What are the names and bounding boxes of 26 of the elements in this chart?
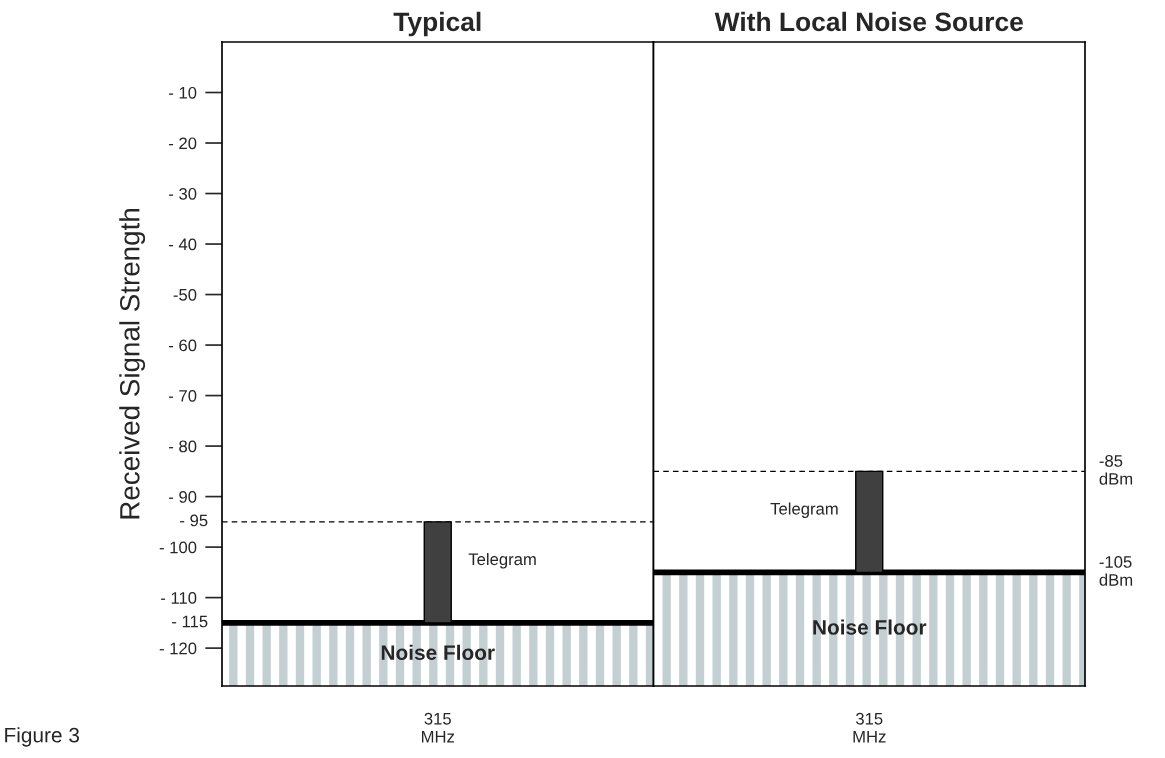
y-tick-label: - 80 [169, 440, 197, 453]
x-tick-label: 315 MHz [853, 712, 886, 743]
y-tick-label: - 70 [169, 389, 197, 402]
chart-title: Typical [393, 11, 481, 37]
y-tick-label: - 60 [169, 339, 197, 352]
y-tick-label: - 110 [160, 592, 197, 604]
y-tick-label: -50 [173, 288, 197, 301]
band-label: Noise Floor [813, 619, 927, 635]
y-axis-title: Received Signal Strength [119, 209, 146, 519]
ref-line-label: -85 dBm [1099, 455, 1133, 485]
x-tick-label: 315 MHz [421, 712, 455, 743]
y-tick-label: - 40 [169, 238, 197, 251]
annotation: Telegram [468, 552, 536, 569]
ref-line-label: -105 dBm [1099, 556, 1133, 586]
y-tick-label: - 20 [169, 137, 197, 150]
chart-title: With Local Noise Source [714, 11, 1023, 32]
y-tick-label: - 30 [169, 187, 197, 200]
ref-line-label: - 115 [172, 615, 208, 628]
y-tick-label: - 90 [169, 490, 197, 503]
caption: Figure 3 [5, 727, 80, 747]
annotation: Telegram [770, 502, 838, 518]
y-tick-label: - 120 [159, 642, 197, 655]
y-tick-label: - 10 [169, 86, 197, 99]
y-tick-label: - 100 [159, 541, 197, 554]
band-label: Noise Floor [381, 644, 495, 661]
ref-line-label: - 95 [180, 514, 208, 527]
